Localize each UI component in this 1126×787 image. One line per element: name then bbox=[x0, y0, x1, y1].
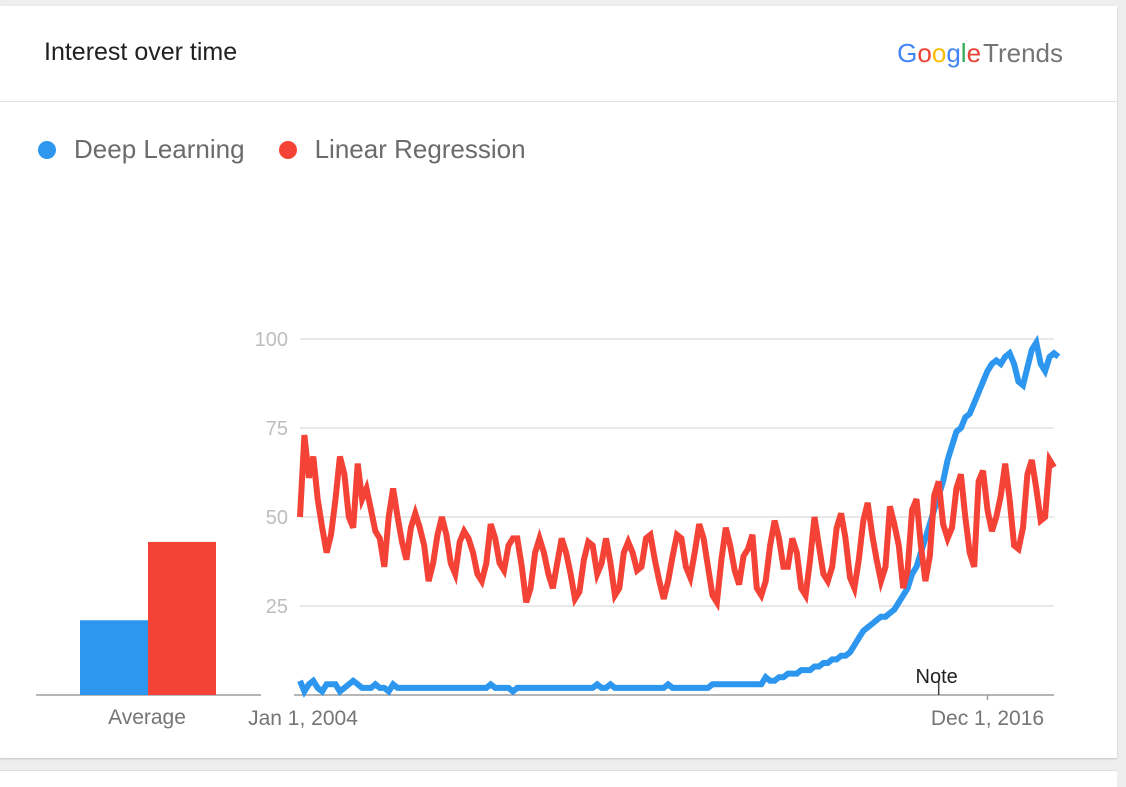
average-bar-deep-learning bbox=[80, 620, 148, 695]
google-letter-1: o bbox=[917, 38, 932, 68]
x-tick-label-end: Dec 1, 2016 bbox=[931, 707, 1044, 730]
note-label: Note bbox=[916, 666, 958, 688]
y-tick-label-75: 75 bbox=[266, 418, 288, 440]
google-letter-5: e bbox=[966, 38, 982, 68]
y-tick-label-100: 100 bbox=[255, 329, 288, 351]
series-line-linear-regression bbox=[297, 434, 1057, 612]
y-tick-label-25: 25 bbox=[266, 596, 288, 618]
next-card-edge bbox=[0, 770, 1117, 787]
legend-dot-linear-regression bbox=[278, 140, 297, 159]
card-header: Interest over time GoogleTrends bbox=[0, 6, 1117, 102]
google-letter-3: g bbox=[946, 38, 961, 68]
average-bar-linear-regression bbox=[148, 541, 216, 695]
card-title: Interest over time bbox=[44, 38, 238, 66]
y-tick-label-50: 50 bbox=[266, 507, 288, 529]
trends-wordmark: Trends bbox=[983, 38, 1063, 68]
average-label: Average bbox=[108, 706, 186, 729]
google-letter-2: o bbox=[931, 38, 947, 68]
x-tick-label-start: Jan 1, 2004 bbox=[248, 707, 358, 730]
google-trends-logo[interactable]: GoogleTrends bbox=[897, 38, 1063, 69]
google-wordmark: Google bbox=[897, 38, 981, 68]
legend-label-deep-learning: Deep Learning bbox=[74, 134, 245, 164]
legend-item-linear-regression[interactable]: Linear Regression bbox=[278, 134, 526, 165]
legend-item-deep-learning[interactable]: Deep Learning bbox=[38, 134, 245, 165]
chart-legend: Deep Learning Linear Regression bbox=[38, 134, 560, 165]
legend-label-linear-regression: Linear Regression bbox=[314, 134, 526, 164]
google-letter-4: l bbox=[960, 38, 967, 68]
google-letter-0: G bbox=[897, 38, 918, 68]
legend-dot-deep-learning bbox=[38, 140, 56, 159]
